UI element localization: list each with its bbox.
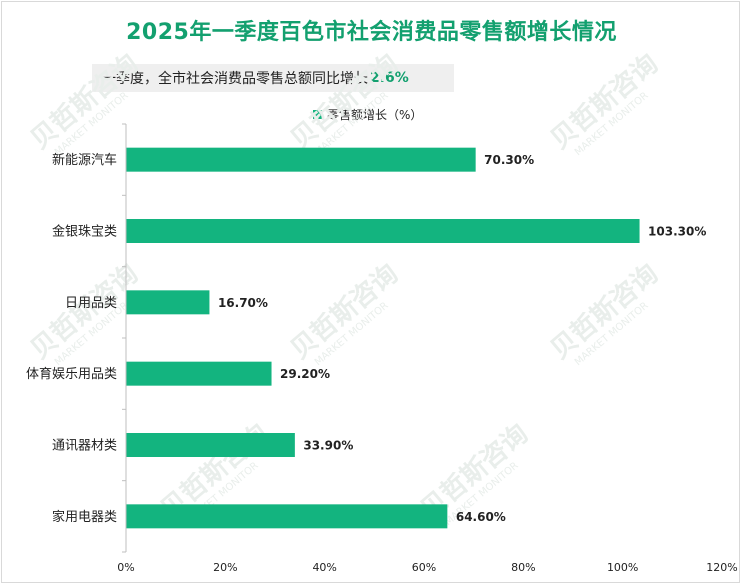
bar — [126, 504, 448, 529]
x-tick-label: 40% — [312, 561, 336, 574]
category-label: 金银珠宝类 — [52, 224, 117, 240]
bars-layer — [126, 147, 640, 529]
value-label: 64.60% — [456, 510, 506, 524]
x-tick-label: 100% — [607, 561, 638, 574]
bar — [126, 147, 476, 172]
value-label: 70.30% — [484, 153, 534, 167]
category-label: 新能源汽车 — [52, 152, 117, 168]
x-tick-label: 120% — [706, 561, 737, 574]
bar — [126, 219, 640, 243]
bar — [126, 361, 272, 386]
axis-layer: 新能源汽车 70.30% 金银珠宝类 103.30% 日用品类 16.70% 体育娱乐用品类… — [26, 123, 738, 574]
bar — [126, 290, 210, 315]
legend: 零售额增长（%） — [313, 106, 422, 123]
value-label: 29.20% — [280, 367, 330, 381]
x-tick-label: 0% — [117, 561, 134, 574]
category-label: 体育娱乐用品类 — [26, 366, 117, 382]
subtitle-box: 一季度，全市社会消费品零售总额同比增长 2.6% — [92, 64, 454, 92]
value-label: 103.30% — [648, 225, 706, 239]
x-tick-label: 80% — [511, 561, 535, 574]
value-label: 33.90% — [303, 439, 353, 453]
legend-label: 零售额增长（%） — [327, 108, 423, 122]
x-tick-label: 20% — [213, 561, 237, 574]
subtitle-value: 2.6% — [370, 70, 409, 86]
x-tick-label: 60% — [412, 561, 436, 574]
category-label: 家用电器类 — [52, 509, 117, 525]
legend-swatch — [313, 110, 322, 119]
subtitle-text: 一季度，全市社会消费品零售总额同比增长 — [102, 71, 368, 87]
category-label: 日用品类 — [65, 296, 117, 311]
bar — [126, 433, 295, 457]
category-label: 通讯器材类 — [52, 439, 117, 454]
value-label: 16.70% — [218, 296, 268, 310]
chart-title: 2025年一季度百色市社会消费品零售额增长情况 — [126, 20, 617, 45]
